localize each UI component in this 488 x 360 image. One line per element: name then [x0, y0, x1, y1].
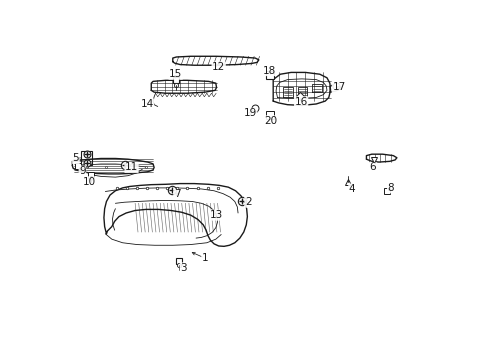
Text: 7: 7 [173, 189, 180, 199]
Text: 11: 11 [124, 162, 138, 172]
Bar [81, 151, 92, 165]
Text: 5: 5 [73, 153, 79, 163]
Text: 10: 10 [83, 177, 96, 187]
Text: 14: 14 [140, 99, 153, 109]
Text: 3: 3 [180, 263, 186, 273]
Text: 6: 6 [369, 162, 375, 172]
Text: 19: 19 [243, 108, 256, 118]
Text: 13: 13 [209, 210, 223, 220]
Text: 15: 15 [169, 69, 182, 79]
Text: 18: 18 [263, 66, 276, 76]
Text: 4: 4 [348, 184, 355, 194]
Text: 12: 12 [212, 62, 225, 72]
Text: 8: 8 [386, 183, 393, 193]
Text: 20: 20 [264, 116, 277, 126]
Text: 2: 2 [244, 197, 251, 207]
Text: 9: 9 [79, 166, 85, 176]
Text: 1: 1 [202, 253, 208, 263]
Text: 16: 16 [294, 97, 307, 107]
Text: 17: 17 [332, 82, 345, 93]
